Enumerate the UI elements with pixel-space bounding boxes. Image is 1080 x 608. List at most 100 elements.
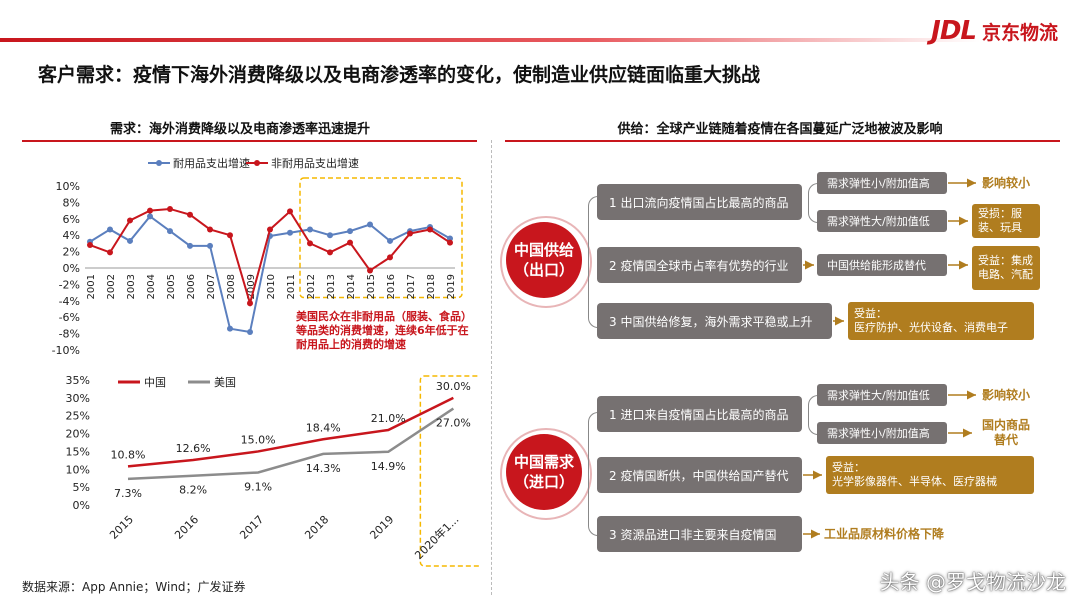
data-point (187, 242, 193, 249)
jdl-logo: JDL 京东物流 (931, 16, 1058, 46)
data-point (367, 221, 373, 228)
x-tick-label: 2005 (166, 274, 177, 299)
series-line-0 (127, 396, 454, 468)
legend-label-0: 耐用品支出增速 (173, 156, 250, 170)
data-point (347, 228, 353, 235)
export-sub-1b: 需求弹性大/附加值低 (817, 210, 947, 232)
data-point (387, 237, 393, 244)
x-tick-label: 2015 (107, 513, 136, 542)
legend-marker-1 (254, 160, 260, 166)
x-tick-label: 2004 (146, 274, 157, 299)
data-point (247, 328, 253, 335)
legend-label-0: 中国 (144, 376, 166, 389)
export-sub-2: 中国供给能形成替代 (817, 254, 947, 276)
legend-label-1: 美国 (214, 376, 236, 389)
data-point (387, 254, 393, 261)
import-result-2: 受益： 光学影像器件、半导体、医疗器械 (826, 456, 1034, 494)
x-tick-label: 2006 (186, 274, 197, 299)
ecommerce-penetration-chart: 35% 30% 25% 20% 15% 10% 5% 0% 中国 美国 10.8% 12.6% 15.0… (66, 374, 480, 567)
data-point (127, 237, 133, 244)
right-section-underline (505, 140, 1060, 142)
x-tick-label: 2010 (266, 274, 277, 299)
x-tick-label: 2019 (367, 513, 396, 542)
data-point (287, 208, 293, 215)
data-point (427, 226, 433, 233)
data-label: 15.0% (241, 433, 276, 446)
x-tick-label: 2013 (326, 274, 337, 299)
data-point (187, 211, 193, 218)
data-point (207, 226, 213, 233)
x-tick-label: 2001 (86, 274, 97, 299)
data-point (147, 207, 153, 214)
export-result-1a: 影响较小 (982, 176, 1031, 190)
data-point (287, 229, 293, 236)
x-tick-label: 2017 (406, 274, 417, 299)
data-point (167, 205, 173, 212)
left-section-title: 需求：海外消费降级以及电商渗透率迅速提升 (109, 122, 370, 137)
y-tick-label: -8% (59, 328, 80, 341)
data-point (347, 239, 353, 246)
data-label: 7.3% (114, 487, 142, 500)
diagram-arrows (803, 178, 976, 539)
y-tick-label: 30% (66, 392, 90, 405)
data-point (307, 226, 313, 233)
y-tick-label: -6% (59, 311, 80, 324)
y-tick-label: 4% (63, 229, 80, 242)
export-row-3: 3 中国供给修复，海外需求平稳或上升 (597, 303, 832, 339)
data-point (327, 249, 333, 256)
import-row-3: 3 资源品进口非主要来自疫情国 (597, 516, 802, 552)
y-tick-label: 20% (66, 428, 90, 441)
y-tick-label: 15% (66, 445, 90, 458)
data-point (367, 267, 373, 274)
legend-label-1: 非耐用品支出增速 (271, 156, 359, 170)
spending-growth-chart: 耐用品支出增速 非耐用品支出增速 10% 8% 6% 4% 2% 0% -2% -4% -6% -8%… (52, 156, 463, 357)
data-point (227, 325, 233, 332)
data-point (407, 230, 413, 237)
export-row-2: 2 疫情国全球市占率有优势的行业 (597, 247, 802, 283)
x-tick-label: 2011 (286, 274, 297, 299)
logo-mark: JDL (931, 16, 977, 46)
data-point (247, 300, 253, 307)
export-row-1: 1 出口流向疫情国占比最高的商品 (597, 184, 802, 220)
series-line-1 (127, 407, 455, 481)
y-tick-label: -2% (59, 278, 80, 291)
y-tick-label: 0% (73, 499, 90, 512)
x-tick-label: 2020年1... (412, 512, 462, 562)
data-point (207, 242, 213, 249)
x-tick-label: 2008 (226, 274, 237, 299)
x-tick-label: 2002 (106, 274, 117, 299)
highlight-box (299, 177, 463, 299)
data-label: 14.3% (306, 462, 341, 475)
x-tick-label: 2003 (126, 274, 137, 299)
data-label: 27.0% (436, 417, 471, 430)
y-tick-label: 8% (63, 196, 80, 209)
data-point (227, 232, 233, 239)
y-tick-label: -4% (59, 295, 80, 308)
data-point (107, 249, 113, 256)
data-label: 8.2% (179, 484, 207, 497)
data-label: 9.1% (244, 481, 272, 494)
import-row-2: 2 疫情国断供，中国供给国产替代 (597, 457, 802, 493)
import-circle-ring (500, 428, 592, 520)
data-point (447, 239, 453, 246)
data-point (87, 242, 93, 249)
y-tick-label: 35% (66, 374, 90, 387)
watermark: 头条 @罗戈物流沙龙 (879, 570, 1066, 594)
import-sub-1a: 需求弹性大/附加值低 (817, 384, 947, 406)
data-label: 30.0% (436, 380, 471, 393)
right-section-title: 供给：全球产业链随着疫情在各国蔓延广泛地被波及影响 (617, 122, 943, 137)
data-label: 21.0% (371, 412, 406, 425)
page-title: 客户需求：疫情下海外消费降级以及电商渗透率的变化，使制造业供应链面临重大挑战 (38, 64, 761, 86)
header-accent-bar (0, 38, 980, 42)
export-result-1b: 受损：服装、玩具 (972, 204, 1040, 238)
x-tick-label: 2012 (306, 274, 317, 299)
data-source: 数据来源：App Annie；Wind；广发证券 (22, 580, 246, 594)
x-tick-label: 2018 (302, 513, 331, 542)
data-point (107, 226, 113, 233)
highlight-box (419, 375, 480, 567)
data-point (167, 228, 173, 235)
export-circle: 中国供给 （出口） (506, 222, 582, 298)
data-point (327, 232, 333, 239)
data-point (447, 235, 453, 242)
y-tick-label: 6% (63, 213, 80, 226)
